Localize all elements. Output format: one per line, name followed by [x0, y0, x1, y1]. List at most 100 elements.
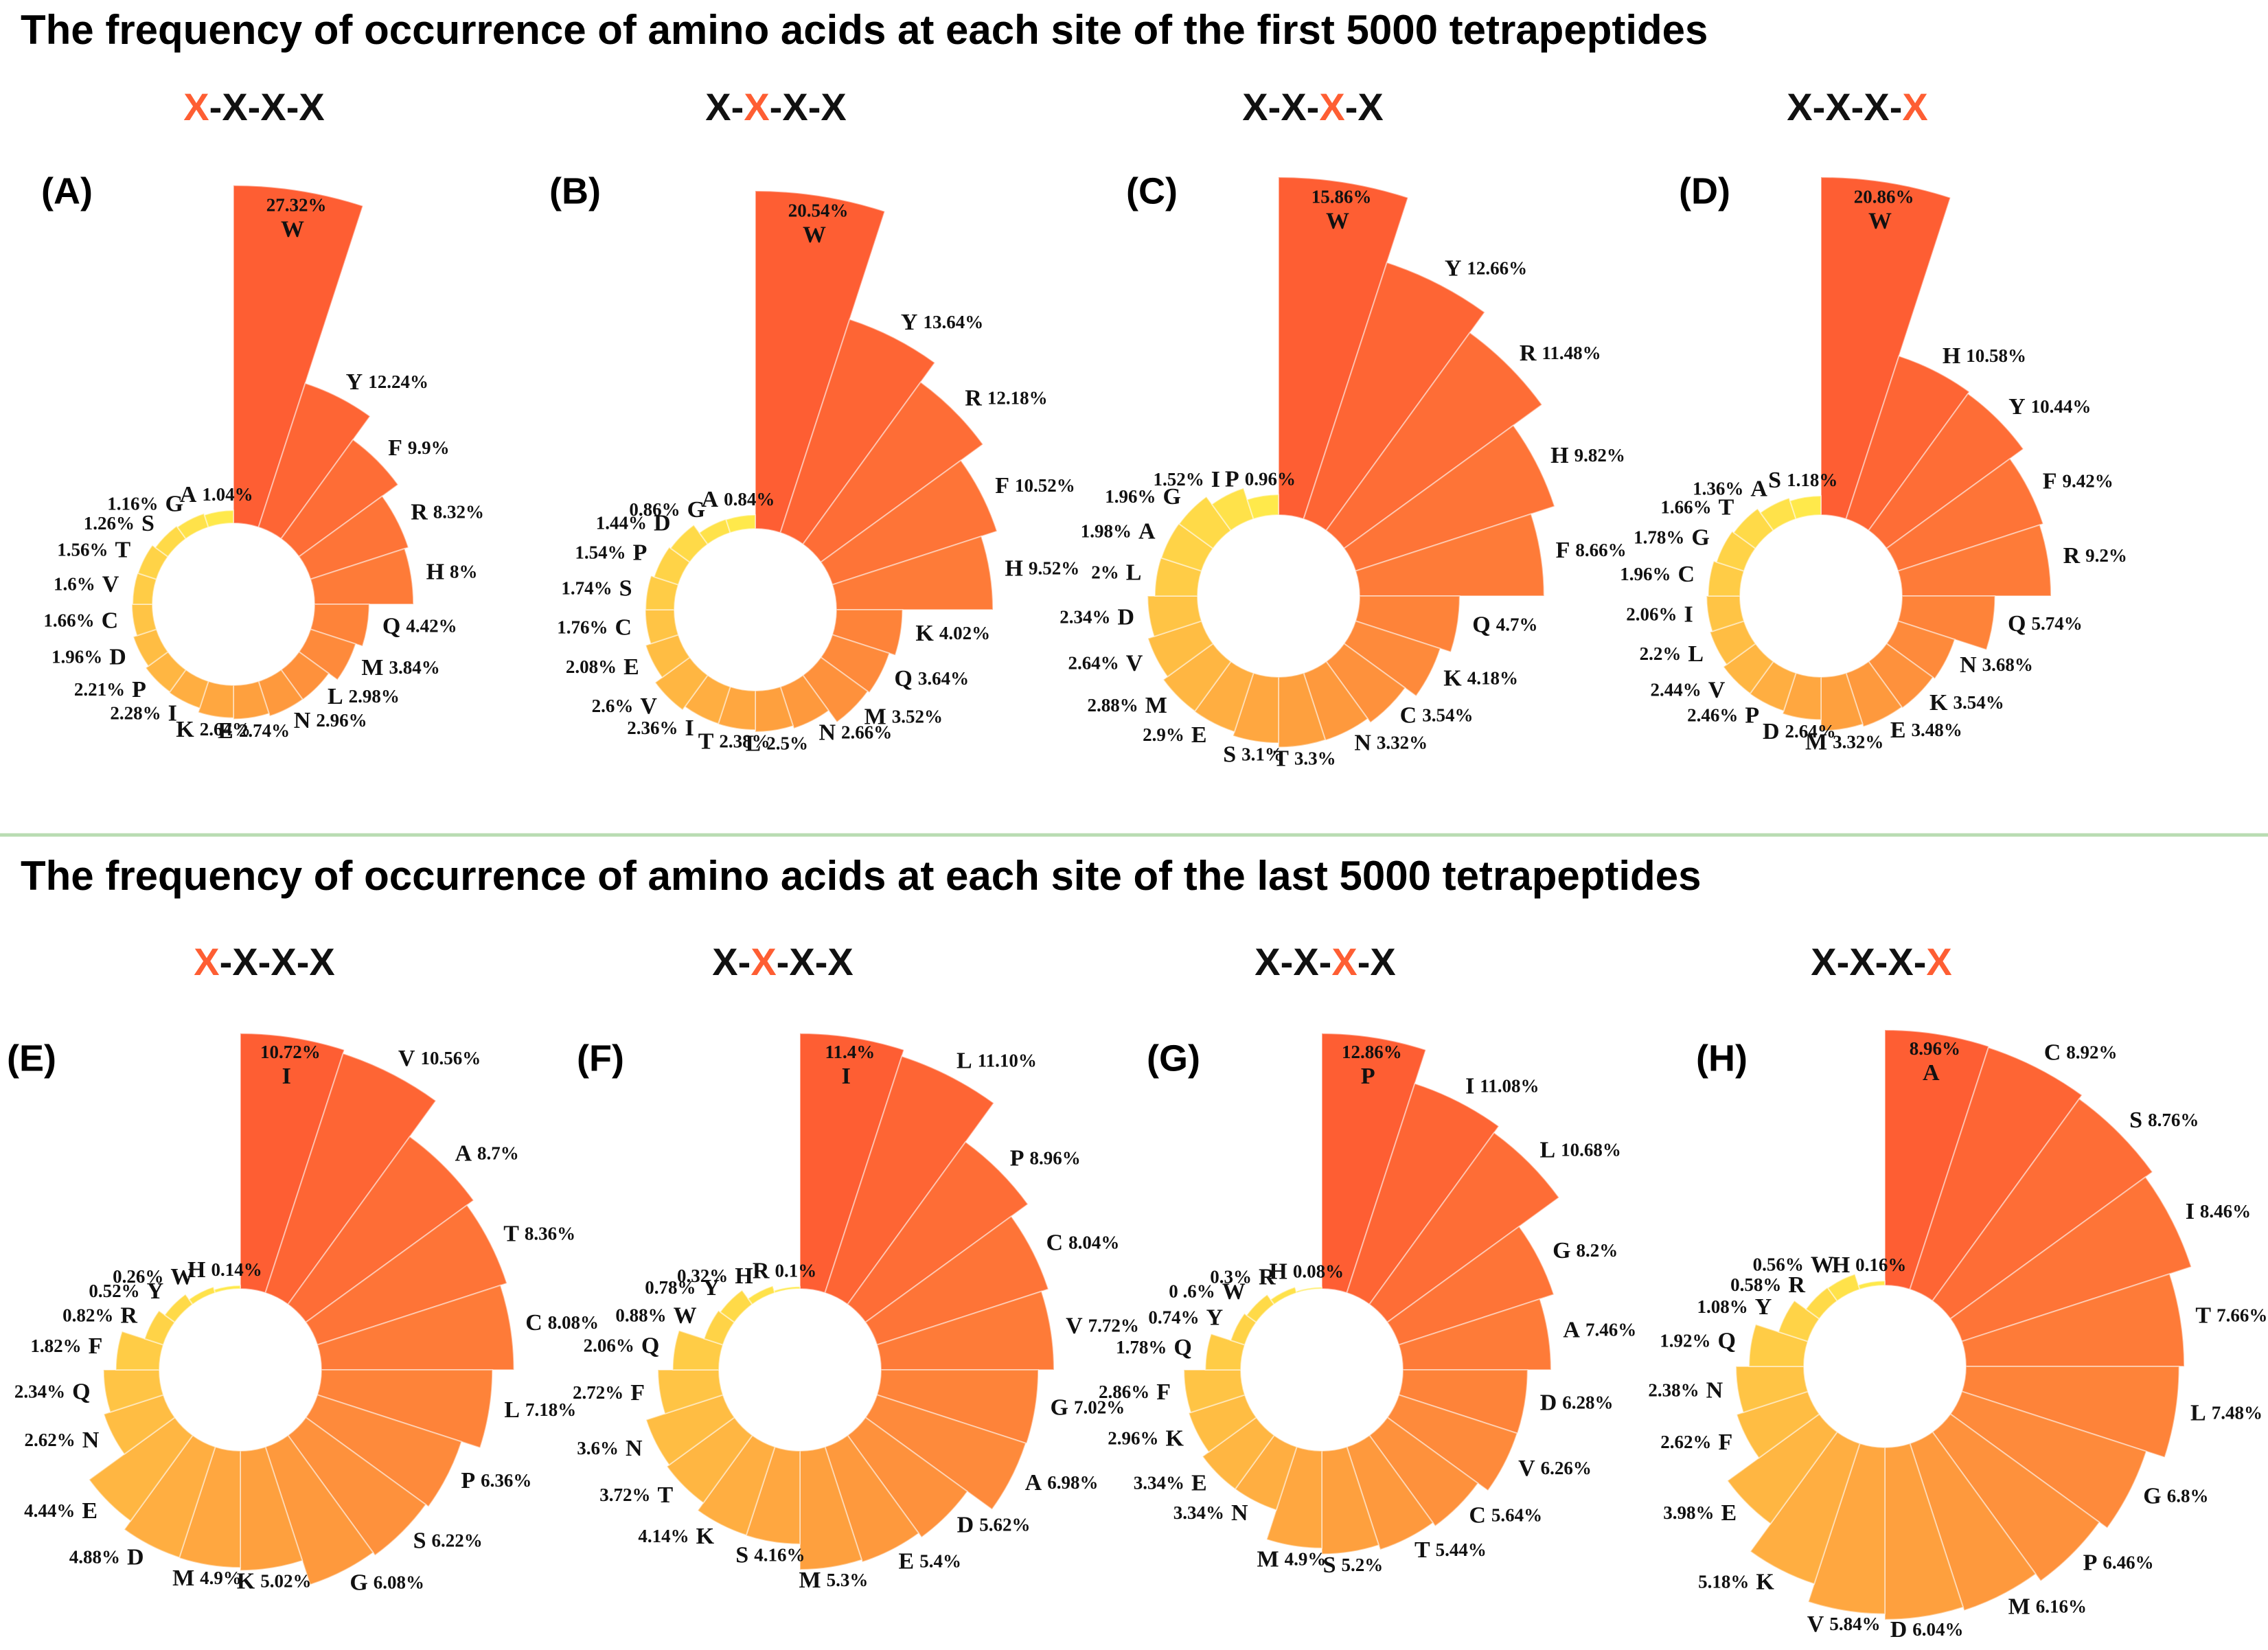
rose-chart: W27.32% Y 12.24% F 9.9% R 8.32% H 8% Q 4.42% M 3.84%…: [43, 184, 484, 744]
rose-segment: [88, 1416, 194, 1522]
panel-title: X-X-X-X: [1255, 940, 1395, 983]
value-label: 1.76%: [557, 617, 608, 638]
segment-label: K 4.02%: [915, 621, 990, 646]
value-label: 2.46%: [1687, 705, 1738, 726]
category-label: F: [1719, 1430, 1733, 1455]
value-label: 8.96%: [1030, 1147, 1081, 1168]
title-part: X: [1825, 85, 1851, 128]
value-label: 1.92%: [1660, 1331, 1710, 1351]
value-label: 1.66%: [43, 610, 94, 631]
category-label: C: [1046, 1230, 1064, 1255]
rose-segment: [779, 674, 830, 730]
category-label: E: [1191, 722, 1207, 748]
rose-segment: [1845, 355, 1971, 531]
category-label: P: [1225, 466, 1239, 492]
category-label: G: [165, 491, 183, 516]
rose-segment: [645, 1394, 735, 1466]
value-label: 12.66%: [1467, 258, 1527, 279]
rose-segment: [657, 1369, 724, 1415]
category-label: Y: [1206, 1305, 1224, 1331]
category-label: P: [1010, 1145, 1024, 1171]
value-label: 4.88%: [69, 1547, 120, 1568]
segment-label: T 7.66%: [2195, 1303, 2267, 1328]
rose-segment: [1749, 1431, 1861, 1585]
segment-label: Y 12.24%: [346, 369, 428, 395]
category-label: M: [172, 1566, 194, 1591]
rose-segment: [1777, 1299, 1820, 1342]
value-label: 3.98%: [1663, 1502, 1714, 1523]
value-label: 6.46%: [2103, 1552, 2153, 1573]
value-label: 11.48%: [1542, 343, 1601, 363]
category-label: M: [1145, 693, 1167, 718]
category-label: S: [735, 1542, 748, 1568]
segment-label: H 8%: [426, 559, 478, 584]
category-label: E: [1890, 718, 1906, 743]
segment-label: M 3.84%: [361, 655, 439, 680]
rose-segment: [1397, 1298, 1552, 1371]
segment-label: A 6.98%: [1025, 1470, 1099, 1496]
segment-label: D 2.64%: [1763, 719, 1836, 744]
segment-label: 2.9% E: [1143, 722, 1206, 748]
segment-label: S 1.18%: [1768, 468, 1837, 493]
category-label: R: [1520, 341, 1537, 366]
title-part: X: [1926, 940, 1951, 983]
category-label: G: [687, 497, 705, 523]
title-part: -: [1875, 940, 1888, 983]
rose-segment: [1909, 1431, 2037, 1612]
rose-segment: [1325, 642, 1406, 724]
value-label: 2.88%: [1087, 695, 1138, 715]
category-label: L: [328, 684, 343, 709]
segment-label: H 0.08%: [1269, 1259, 1344, 1284]
segment-label: S 5.2%: [1323, 1552, 1384, 1578]
value-label: 7.18%: [525, 1399, 576, 1420]
value-label: 3.54%: [1953, 692, 2004, 713]
value-label: 1.96%: [51, 647, 102, 667]
rose-segment: [1303, 661, 1369, 742]
rose-segment: [717, 685, 756, 731]
segment-label: D 5.62%: [957, 1512, 1031, 1537]
rose-segment: [132, 628, 169, 667]
title-part: X: [1902, 85, 1927, 128]
segment-label: 2.44% V: [1650, 677, 1725, 702]
rose-segment: [1884, 1442, 1965, 1620]
category-label: A: [180, 482, 197, 507]
segment-label: 1.82% F: [30, 1333, 102, 1359]
segment-label: M 4.9%: [1257, 1546, 1327, 1572]
segment-label: 1.56% T: [57, 537, 130, 562]
category-label: L: [957, 1048, 972, 1073]
segment-label: N 2.66%: [818, 720, 892, 745]
segment-label: L 7.18%: [504, 1397, 576, 1423]
category-label: L: [746, 731, 761, 756]
category-label: G: [1051, 1395, 1068, 1421]
segment-label: 1.66% C: [43, 608, 118, 633]
segment-label: G 7.02%: [1051, 1395, 1125, 1421]
value-label: 2.06%: [1626, 604, 1677, 625]
rose-segment: [1346, 1434, 1434, 1551]
rose-segment: [1368, 1416, 1479, 1527]
panel-title: X-X-X-X: [183, 85, 324, 128]
value-label: 11.4%: [825, 1042, 875, 1062]
category-label: N: [1231, 1500, 1248, 1526]
value-label: 1.44%: [596, 513, 647, 534]
value-label: 11.10%: [978, 1051, 1037, 1071]
category-label: L: [1539, 1137, 1555, 1162]
segment-label: 1.44% D: [596, 510, 671, 536]
category-label: I: [282, 1064, 291, 1089]
title-part: X: [744, 85, 769, 128]
rose-segment: [1845, 661, 1903, 728]
title-part: X: [821, 85, 846, 128]
segment-label: T 8.36%: [503, 1222, 575, 1247]
rose-segment: [820, 459, 998, 586]
value-label: 6.16%: [2036, 1596, 2087, 1617]
category-label: F: [2043, 468, 2057, 494]
rose-segment: [665, 1416, 754, 1504]
value-label: 2.9%: [1143, 724, 1184, 745]
panel-label: (F): [577, 1038, 624, 1079]
category-label: N: [294, 708, 311, 733]
title-part: -: [286, 85, 299, 128]
value-label: 1.98%: [1081, 521, 1132, 542]
segment-label: F 8.66%: [1556, 538, 1627, 563]
rose-segment: [672, 1329, 724, 1371]
segment-label: G 6.08%: [350, 1570, 424, 1596]
category-label: Q: [2008, 611, 2026, 637]
